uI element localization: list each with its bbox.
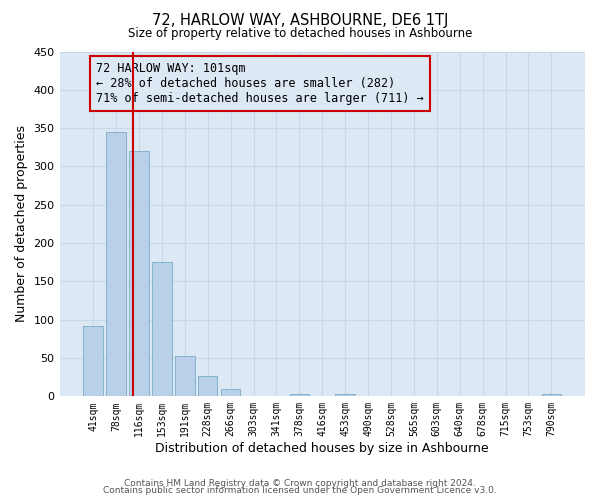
Bar — [542, 394, 561, 396]
Bar — [83, 326, 103, 396]
Bar — [290, 394, 309, 396]
Text: Contains HM Land Registry data © Crown copyright and database right 2024.: Contains HM Land Registry data © Crown c… — [124, 478, 476, 488]
Text: Contains public sector information licensed under the Open Government Licence v3: Contains public sector information licen… — [103, 486, 497, 495]
Bar — [335, 394, 355, 396]
Text: 72, HARLOW WAY, ASHBOURNE, DE6 1TJ: 72, HARLOW WAY, ASHBOURNE, DE6 1TJ — [152, 12, 448, 28]
Bar — [221, 390, 241, 396]
X-axis label: Distribution of detached houses by size in Ashbourne: Distribution of detached houses by size … — [155, 442, 489, 455]
Text: 72 HARLOW WAY: 101sqm
← 28% of detached houses are smaller (282)
71% of semi-det: 72 HARLOW WAY: 101sqm ← 28% of detached … — [97, 62, 424, 105]
Bar — [129, 151, 149, 396]
Y-axis label: Number of detached properties: Number of detached properties — [15, 126, 28, 322]
Bar — [175, 356, 194, 397]
Bar — [152, 262, 172, 396]
Bar — [106, 132, 126, 396]
Bar — [198, 376, 217, 396]
Text: Size of property relative to detached houses in Ashbourne: Size of property relative to detached ho… — [128, 28, 472, 40]
